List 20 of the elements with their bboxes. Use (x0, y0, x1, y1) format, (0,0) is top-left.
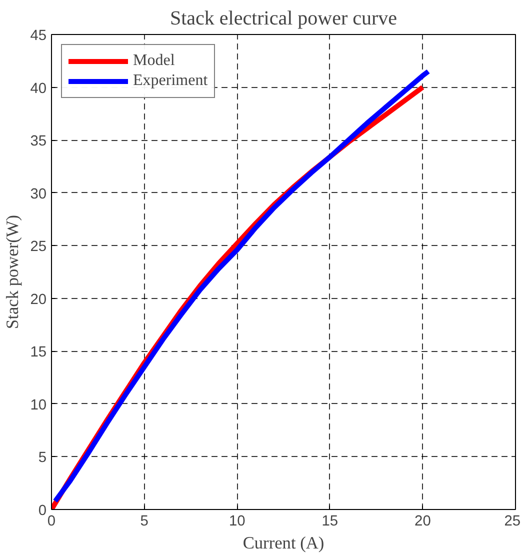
x-tick-label: 5 (140, 514, 148, 530)
y-tick-label: 45 (30, 28, 47, 44)
y-tick-label: 5 (38, 450, 47, 466)
chart-title: Stack electrical power curve (170, 8, 398, 30)
x-axis-title: Current (A) (242, 534, 324, 552)
x-tick-label: 20 (414, 514, 431, 530)
y-tick-label: 20 (30, 292, 47, 308)
y-tick-label: 40 (30, 80, 47, 97)
legend-label: Model (133, 52, 175, 70)
legend-label: Experiment (133, 72, 208, 90)
y-tick-label: 25 (30, 239, 47, 256)
y-tick-label: 15 (30, 344, 47, 361)
x-tick-label: 25 (504, 514, 521, 530)
y-tick-label: 10 (30, 397, 47, 414)
y-tick-label: 35 (30, 134, 47, 150)
x-tick-label: 10 (228, 514, 246, 530)
x-tick-label: 15 (322, 514, 338, 530)
y-tick-label: 0 (38, 503, 47, 519)
y-tick-label: 30 (30, 186, 47, 202)
y-axis-title: Stack power(W) (3, 214, 22, 330)
